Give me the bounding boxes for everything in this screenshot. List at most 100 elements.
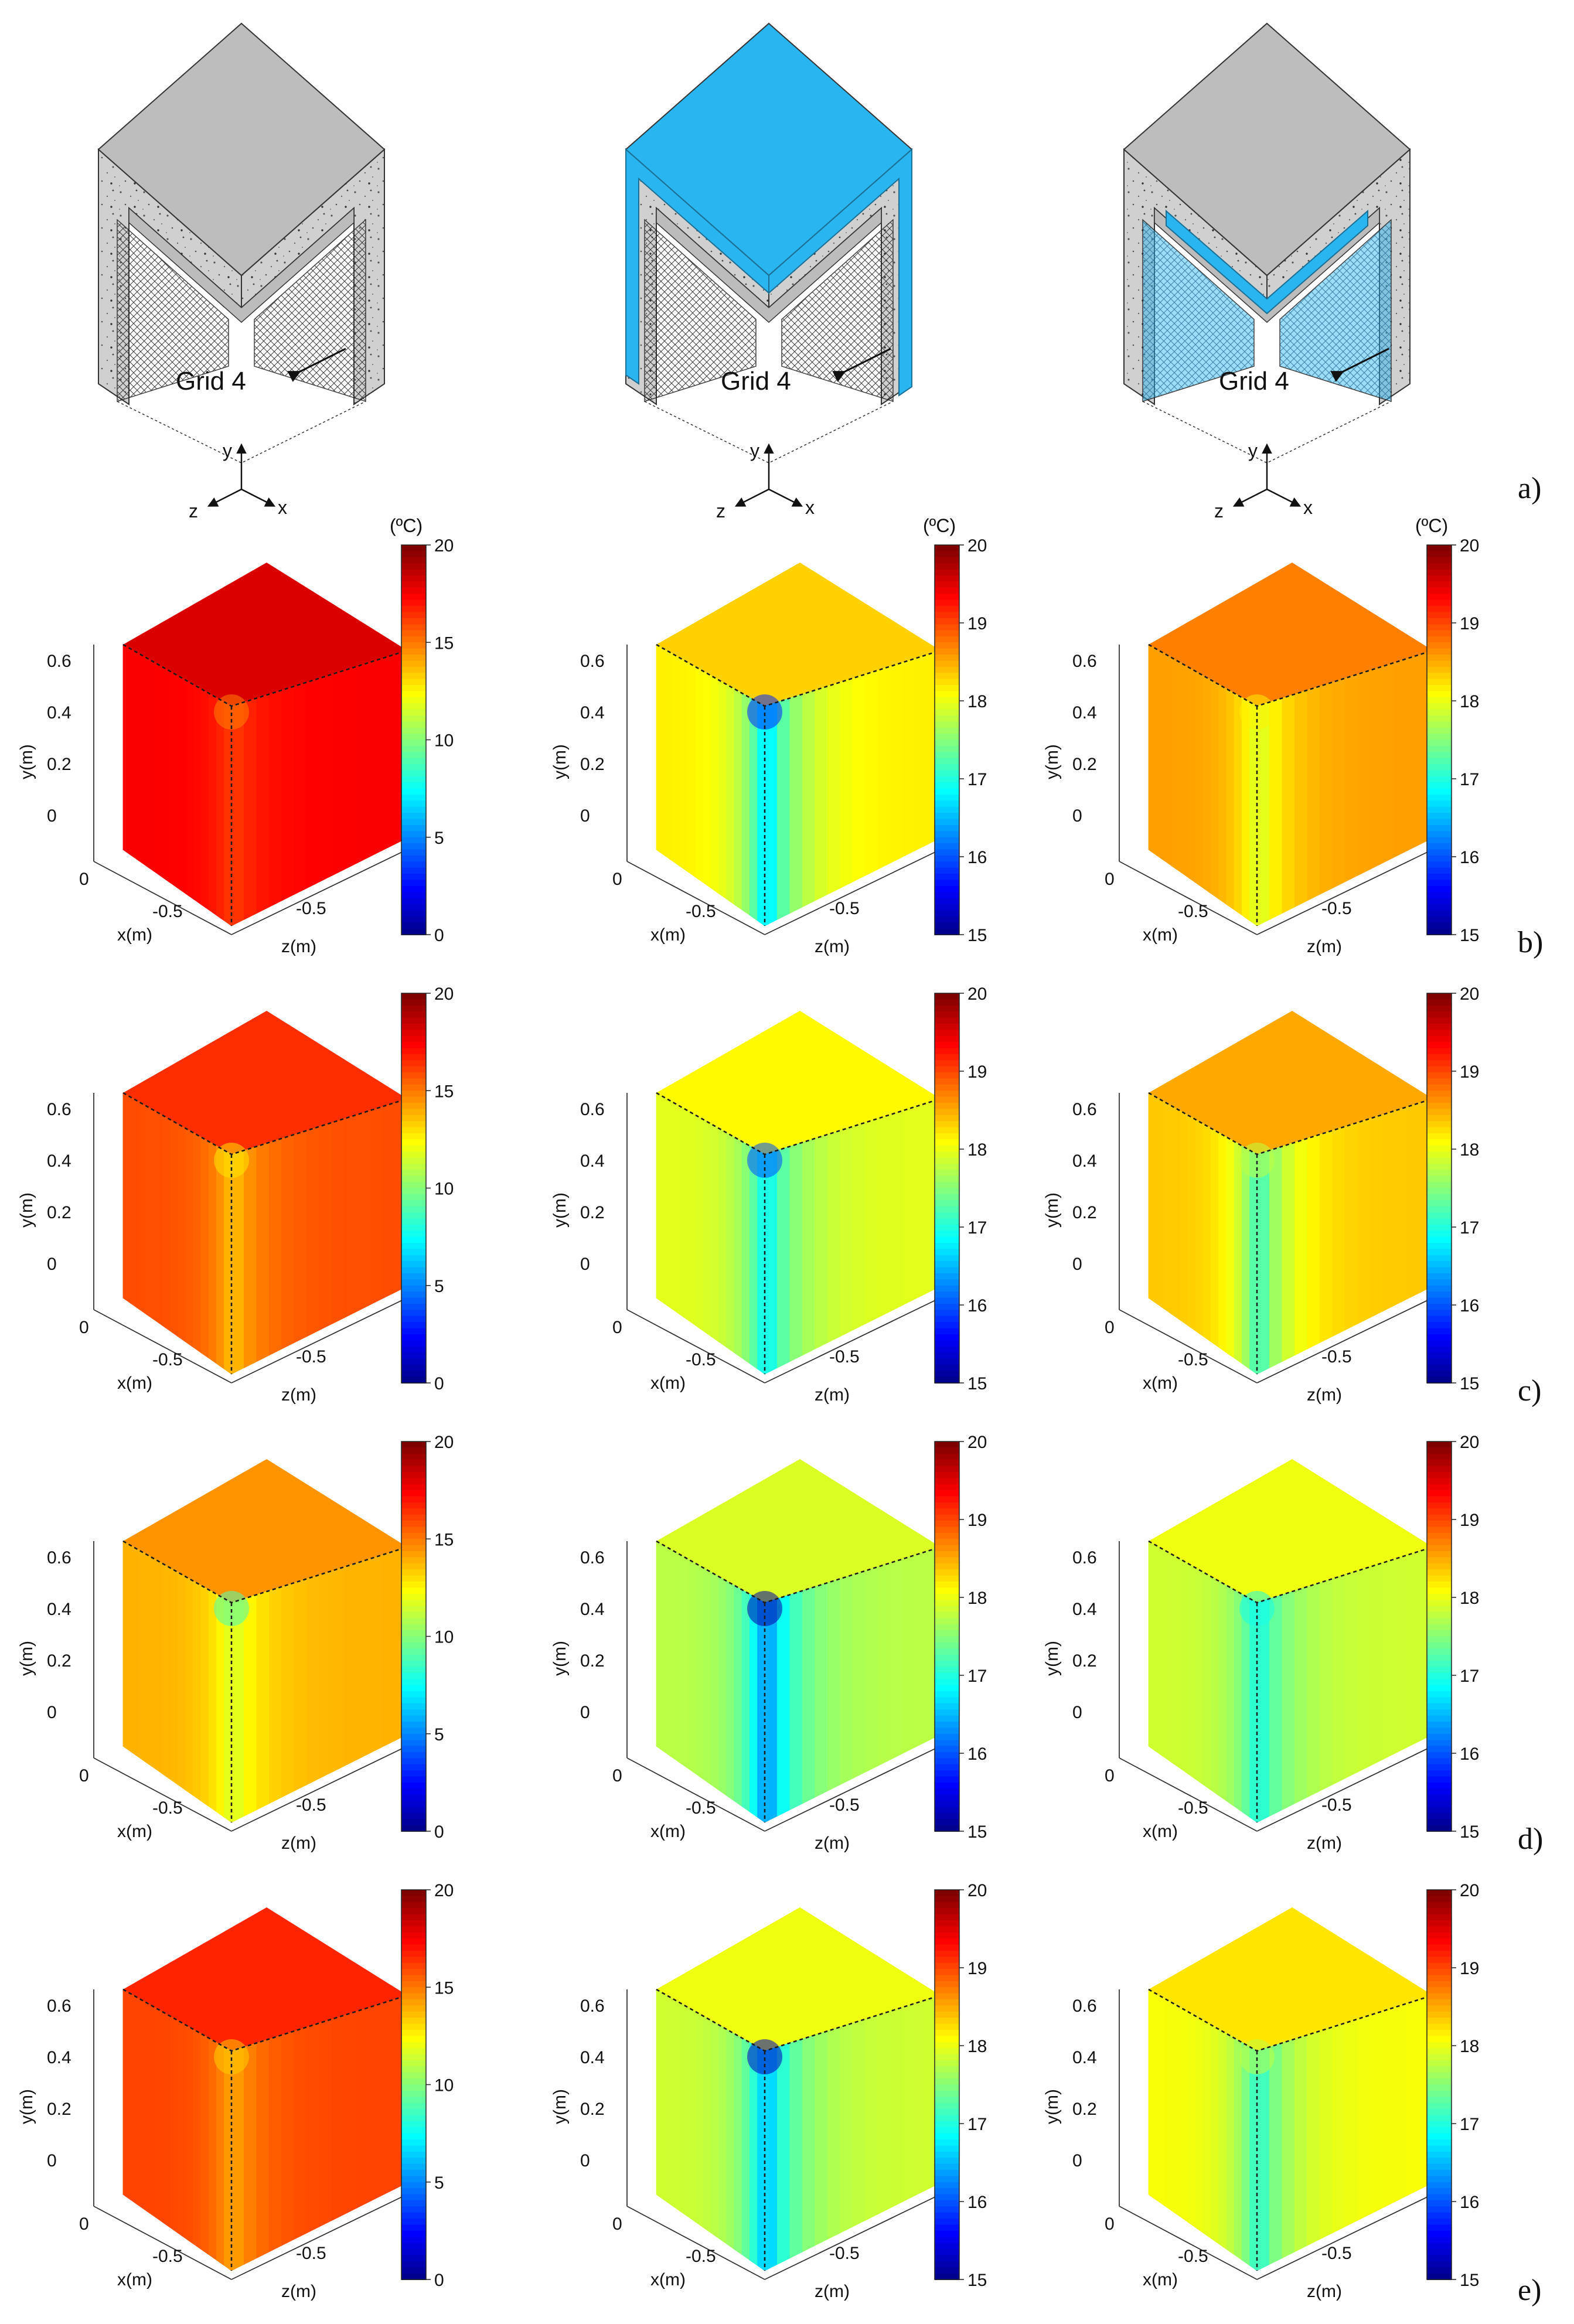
axis-z-line: [764, 1292, 953, 1384]
colorbar-step: [935, 1453, 959, 1461]
colorbar-step: [935, 703, 959, 710]
colorbar-step: [1427, 824, 1452, 832]
colorbar-step: [1427, 2169, 1452, 2177]
colorbar-step: [935, 1297, 959, 1304]
corner-spot: [747, 1591, 782, 1626]
colorbar-step: [401, 2036, 426, 2043]
face-left-band: [702, 1119, 711, 1337]
colorbar-step: [1427, 1618, 1452, 1625]
colorbar-step: [1427, 1587, 1452, 1594]
axis-z-line: [1256, 1740, 1445, 1832]
colorbar-step: [401, 1218, 426, 1225]
colorbar-step: [401, 2267, 426, 2274]
face-right-band: [319, 1570, 332, 1779]
x-tick-label: -0.5: [686, 902, 716, 921]
colorbar-step: [1427, 1575, 1452, 1582]
colorbar-step: [401, 1685, 426, 1692]
face-right-band: [381, 654, 395, 851]
colorbar-step: [1427, 1957, 1452, 1964]
colorbar-step: [935, 1303, 959, 1311]
colorbar-tick-label: 5: [434, 2173, 444, 2193]
colorbar-step: [1427, 922, 1452, 929]
colorbar-step: [401, 2066, 426, 2073]
face-right-band: [802, 1138, 816, 1356]
colorbar-step: [935, 861, 959, 868]
face-right-band: [256, 694, 270, 914]
colorbar-step: [1427, 2005, 1452, 2012]
colorbar-tick-label: 17: [967, 1667, 987, 1686]
colorbar-step: [935, 1957, 959, 1964]
colorbar-step: [401, 648, 426, 656]
face-left-band: [216, 2042, 224, 2266]
row-labels: a) b) c) d) e): [1518, 472, 1543, 2307]
colorbar-step: [1427, 1502, 1452, 1509]
face-right-band: [306, 1574, 320, 1785]
colorbar-step: [1427, 673, 1452, 680]
colorbar-step: [935, 1376, 959, 1384]
y-tick-label: 0: [47, 1703, 57, 1722]
face-left-band: [757, 701, 765, 926]
face-right-band: [865, 670, 878, 876]
face-right-band: [802, 690, 816, 908]
colorbar-step: [935, 1121, 959, 1128]
y-tick-label: 0.6: [1072, 1548, 1097, 1567]
colorbar-tick-label: 19: [1460, 614, 1479, 633]
y-tick-label: 0: [47, 2151, 57, 2170]
colorbar-step: [935, 581, 959, 588]
colorbar-tick-label: 15: [1460, 1374, 1479, 1393]
face-right-band: [231, 2046, 244, 2271]
z-axis-label: z(m): [281, 2282, 316, 2301]
face-top: [656, 1011, 941, 1154]
colorbar-step: [401, 2273, 426, 2280]
colorbar-step: [1427, 1358, 1452, 1365]
colorbar-tick-label: 15: [967, 1374, 987, 1393]
face-right-band: [902, 1555, 916, 1754]
face-right-band: [1357, 1566, 1371, 1773]
colorbar-tick-label: 18: [967, 1140, 987, 1160]
colorbar-step: [401, 2158, 426, 2165]
colorbar-step: [1427, 655, 1452, 662]
face-left-band: [223, 1597, 232, 1823]
face-left-band: [656, 644, 665, 856]
y-tick-label: 0.6: [47, 1996, 71, 2016]
colorbar-tick-label: 10: [434, 2076, 454, 2095]
colorbar-step: [401, 2109, 426, 2116]
colorbar-step: [935, 795, 959, 802]
colorbar-step: [401, 1005, 426, 1013]
face-right-band: [1357, 670, 1371, 876]
colorbar-step: [401, 2102, 426, 2110]
colorbar-step: [935, 1508, 959, 1515]
colorbar-step: [1427, 910, 1452, 917]
colorbar-step: [935, 1514, 959, 1522]
colorbar-tick-label: 20: [1460, 1433, 1479, 1452]
colorbar-tick-label: 20: [434, 536, 454, 556]
x-tick-label: -0.5: [1178, 1798, 1208, 1818]
colorbar-step: [1427, 813, 1452, 820]
face-left-band: [192, 1580, 201, 1801]
y-tick-label: 0.2: [47, 1203, 71, 1222]
colorbar-step: [935, 2066, 959, 2073]
colorbar-step: [935, 2194, 959, 2201]
colorbar-step: [401, 824, 426, 832]
colorbar-step: [401, 916, 426, 924]
colorbar-step: [935, 1709, 959, 1716]
colorbar-step: [935, 1042, 959, 1049]
colorbar-step: [401, 1030, 426, 1037]
colorbar-step: [935, 813, 959, 820]
colorbar-step: [1427, 1035, 1452, 1043]
colorbar-step: [935, 1740, 959, 1747]
colorbar-step: [935, 2255, 959, 2262]
colorbar-step: [1427, 1078, 1452, 1085]
colorbar-step: [401, 1303, 426, 1311]
colorbar-step: [401, 2224, 426, 2231]
y-tick-label: 0.4: [47, 1600, 71, 1619]
x-axis-label: x(m): [1143, 1822, 1178, 1841]
face-right-band: [1282, 1590, 1295, 1811]
colorbar-step: [935, 563, 959, 570]
colorbar-step: [401, 1526, 426, 1534]
colorbar-step: [935, 2145, 959, 2152]
colorbar-step: [401, 1490, 426, 1497]
face-right-band: [268, 1586, 282, 1804]
colorbar-step: [935, 1764, 959, 1771]
colorbar-step: [401, 764, 426, 771]
